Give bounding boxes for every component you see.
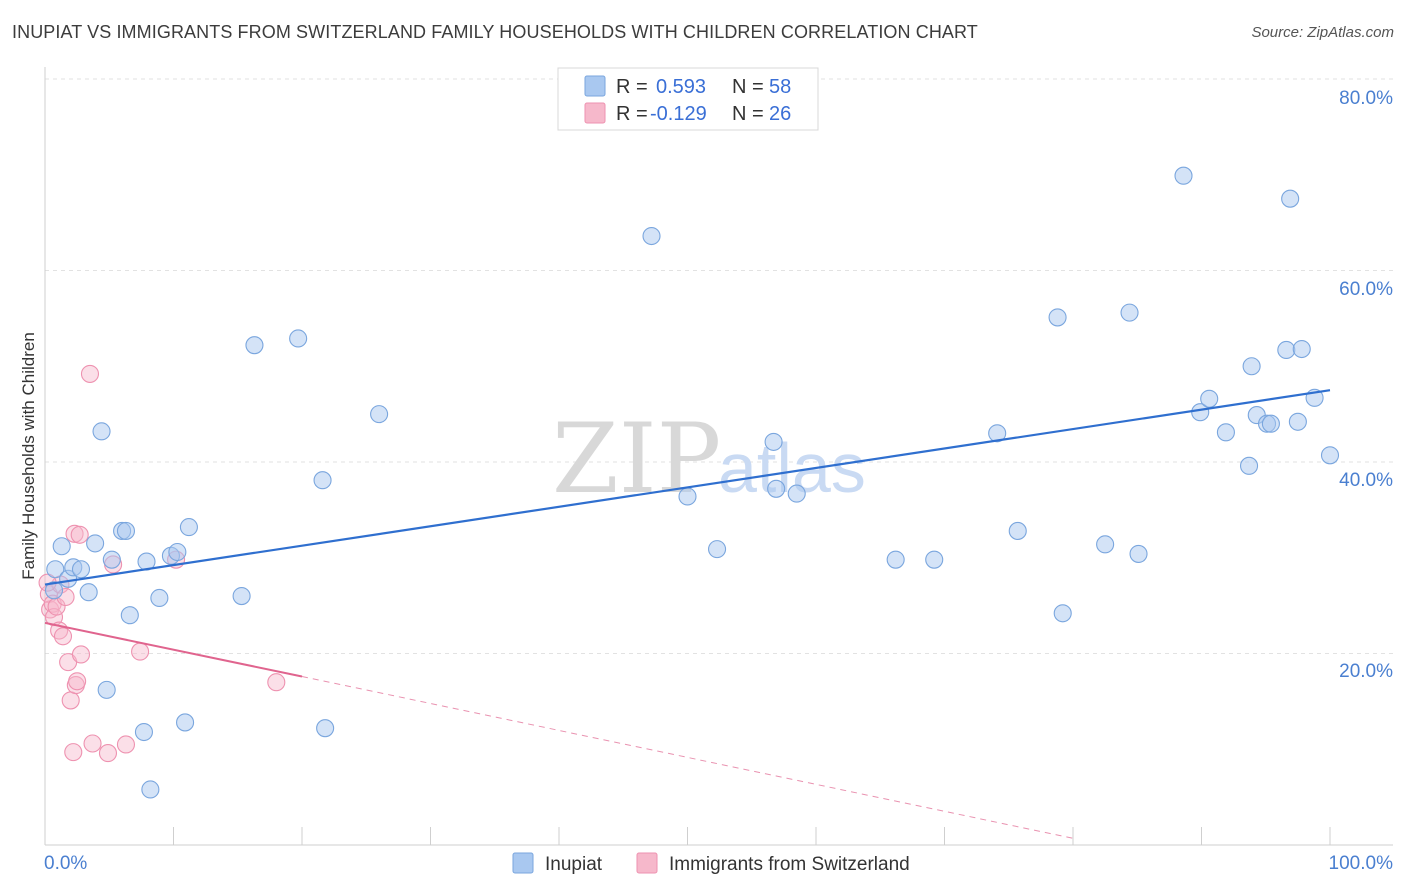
point-inupiat xyxy=(245,336,264,355)
point-inupiat xyxy=(1281,189,1300,208)
tick-labels: 80.0% 60.0% 40.0% 20.0% 0.0% 100.0% xyxy=(44,88,1393,874)
point-inupiat xyxy=(988,424,1007,443)
point-switzerland xyxy=(64,743,83,762)
y-tick-label-20: 20.0% xyxy=(1339,661,1393,682)
legend-r-label-inupiat: R = xyxy=(616,76,648,98)
trendline-inupiat xyxy=(44,389,1331,586)
point-inupiat xyxy=(1242,357,1261,376)
series-switzerland-points xyxy=(38,364,286,763)
point-inupiat xyxy=(71,560,91,579)
point-inupiat xyxy=(316,719,335,738)
x-tick-label-100: 100.0% xyxy=(1329,853,1394,874)
legend-n-value-switzerland: 26 xyxy=(769,103,791,125)
point-switzerland xyxy=(53,627,73,646)
legend-n-label-inupiat: N = xyxy=(732,76,764,98)
point-switzerland xyxy=(68,672,87,691)
point-inupiat xyxy=(767,479,786,498)
legend-r-value-switzerland: -0.129 xyxy=(650,103,707,125)
trendline-switzerland xyxy=(44,621,303,678)
point-switzerland xyxy=(70,525,89,544)
point-inupiat xyxy=(886,550,905,569)
point-inupiat xyxy=(1261,414,1280,433)
point-inupiat xyxy=(79,583,98,602)
point-switzerland xyxy=(80,364,100,383)
point-inupiat xyxy=(313,471,332,490)
point-inupiat xyxy=(134,722,153,742)
point-inupiat xyxy=(1008,521,1027,540)
point-inupiat xyxy=(150,588,169,608)
point-inupiat xyxy=(97,680,116,699)
point-inupiat xyxy=(925,550,944,569)
point-inupiat xyxy=(102,550,121,569)
point-inupiat xyxy=(168,542,187,562)
point-inupiat xyxy=(1174,166,1193,185)
legend-n-value-inupiat: 58 xyxy=(769,76,791,98)
point-switzerland xyxy=(65,524,84,543)
point-inupiat xyxy=(1288,412,1307,431)
point-inupiat xyxy=(642,226,661,246)
x-tick-label-0: 0.0% xyxy=(44,853,87,874)
point-inupiat xyxy=(1048,308,1067,327)
point-inupiat xyxy=(764,432,783,451)
point-inupiat xyxy=(52,537,71,556)
bottom-legend-label-inupiat: Inupiat xyxy=(545,854,603,875)
point-switzerland xyxy=(61,691,80,710)
y-tick-label-60: 60.0% xyxy=(1339,279,1393,300)
point-inupiat xyxy=(141,780,160,799)
source-label: Source: ZipAtlas.com xyxy=(1251,24,1394,41)
legend-r-value-inupiat: 0.593 xyxy=(656,76,706,98)
legend-r-label-switzerland: R = xyxy=(616,103,648,125)
point-inupiat xyxy=(708,540,727,559)
point-inupiat xyxy=(1200,389,1219,408)
point-inupiat xyxy=(92,422,111,441)
point-switzerland xyxy=(116,735,136,754)
point-switzerland xyxy=(131,642,150,661)
point-inupiat xyxy=(1120,303,1139,322)
y-tick-label-40: 40.0% xyxy=(1339,470,1393,491)
point-inupiat xyxy=(1292,339,1311,359)
series-inupiat-points xyxy=(44,166,1340,799)
point-inupiat xyxy=(1053,604,1072,623)
trend-layer xyxy=(44,389,1331,839)
point-inupiat xyxy=(86,534,105,553)
point-switzerland xyxy=(267,673,286,692)
legend-n-label-switzerland: N = xyxy=(732,103,764,125)
trendline-switzerland-extension xyxy=(301,675,1074,839)
point-inupiat xyxy=(1129,544,1148,563)
top-legend: R = 0.593 N = 58 R = -0.129 N = 26 xyxy=(557,67,819,131)
bottom-legend-swatch-inupiat xyxy=(512,852,534,874)
point-inupiat xyxy=(1216,423,1235,442)
point-inupiat xyxy=(1320,446,1340,465)
bottom-legend-swatch-switzerland xyxy=(636,852,658,874)
y-axis-label: Family Households with Children xyxy=(19,332,38,580)
point-inupiat xyxy=(678,487,697,506)
point-inupiat xyxy=(176,713,195,732)
point-inupiat xyxy=(46,560,65,579)
point-inupiat xyxy=(1239,456,1259,475)
watermark: ZIP atlas xyxy=(552,403,866,515)
bottom-legend: Inupiat Immigrants from Switzerland xyxy=(512,852,910,875)
axes-layer xyxy=(44,67,1393,846)
point-inupiat xyxy=(1277,340,1296,360)
point-inupiat xyxy=(116,521,136,540)
point-inupiat xyxy=(179,518,198,537)
legend-swatch-switzerland xyxy=(584,102,606,124)
grid-layer xyxy=(45,78,1393,654)
point-inupiat xyxy=(787,484,806,503)
point-inupiat xyxy=(370,405,389,424)
point-inupiat xyxy=(1096,535,1115,554)
chart-title: INUPIAT VS IMMIGRANTS FROM SWITZERLAND F… xyxy=(12,22,978,42)
legend-swatch-inupiat xyxy=(584,75,606,97)
point-switzerland xyxy=(83,734,102,753)
bottom-legend-label-switzerland: Immigrants from Switzerland xyxy=(669,854,910,875)
point-inupiat xyxy=(44,581,64,600)
point-switzerland xyxy=(98,744,118,763)
point-inupiat xyxy=(120,606,139,625)
y-tick-label-80: 80.0% xyxy=(1339,88,1393,109)
point-switzerland xyxy=(71,645,91,664)
point-inupiat xyxy=(232,586,251,606)
point-inupiat xyxy=(289,329,308,348)
